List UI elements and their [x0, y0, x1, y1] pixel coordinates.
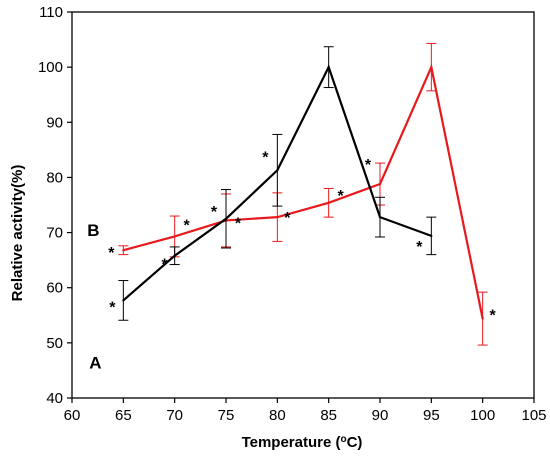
data-point	[430, 234, 433, 237]
x-axis-title: Temperature (oC)	[242, 434, 363, 452]
data-point	[430, 66, 433, 69]
data-point	[122, 249, 125, 252]
series-line	[123, 63, 484, 319]
x-tick-label: 80	[269, 407, 286, 424]
significance-star: *	[416, 239, 423, 256]
x-tick-label: 75	[218, 407, 235, 424]
data-point	[224, 217, 228, 220]
series-label: A	[89, 353, 101, 372]
data-point	[327, 66, 330, 69]
significance-star: *	[184, 217, 191, 234]
y-tick-label: 40	[46, 390, 63, 407]
x-tick-label: 85	[320, 407, 337, 424]
series-A: * * * * * A	[89, 46, 437, 372]
x-tick-label: 65	[115, 407, 132, 424]
data-point	[173, 235, 176, 238]
data-point	[122, 299, 125, 302]
significance-star: *	[338, 188, 345, 205]
significance-star: *	[262, 149, 269, 166]
series-label: B	[87, 221, 99, 240]
significance-star: *	[490, 308, 497, 325]
significance-star: *	[284, 210, 291, 227]
y-tick-label: 60	[46, 280, 63, 297]
x-tick-label: 90	[372, 407, 389, 424]
y-tick-label: 70	[46, 225, 63, 242]
x-tick-label: 100	[470, 407, 495, 424]
labels: Relative activity(%) Temperature (oC)	[9, 165, 362, 451]
series-layer: * * * * * * * B * * * * * A	[87, 42, 497, 372]
data-point	[276, 169, 279, 172]
series-B: * * * * * * * B	[87, 42, 497, 346]
data-point	[173, 254, 176, 257]
y-tick-label: 80	[46, 169, 63, 186]
axes: 60 65 70 75 80 85 90 95 100 105 40 50 60 70 80 90 100 110	[38, 4, 547, 424]
x-tick-label: 105	[521, 407, 546, 424]
significance-star: *	[235, 215, 242, 232]
data-point	[276, 216, 279, 219]
data-point	[378, 182, 382, 186]
plot-frame	[71, 11, 535, 399]
data-point	[327, 201, 330, 204]
y-tick-label: 90	[46, 114, 63, 131]
y-axis-title: Relative activity(%)	[9, 165, 26, 302]
significance-star: *	[109, 299, 116, 316]
significance-star: *	[365, 157, 372, 174]
degree-superscript: o	[340, 434, 346, 445]
data-point	[378, 216, 382, 219]
x-tick-label: 95	[423, 407, 440, 424]
y-tick-label: 100	[38, 59, 63, 76]
y-tick-label: 110	[39, 4, 63, 21]
y-tick-label: 50	[46, 335, 63, 352]
x-tick-label: 60	[64, 407, 81, 424]
data-point	[481, 317, 484, 320]
significance-star: *	[108, 245, 115, 262]
significance-star: *	[162, 257, 169, 274]
x-tick-label: 70	[166, 407, 183, 424]
significance-star: *	[211, 204, 218, 221]
